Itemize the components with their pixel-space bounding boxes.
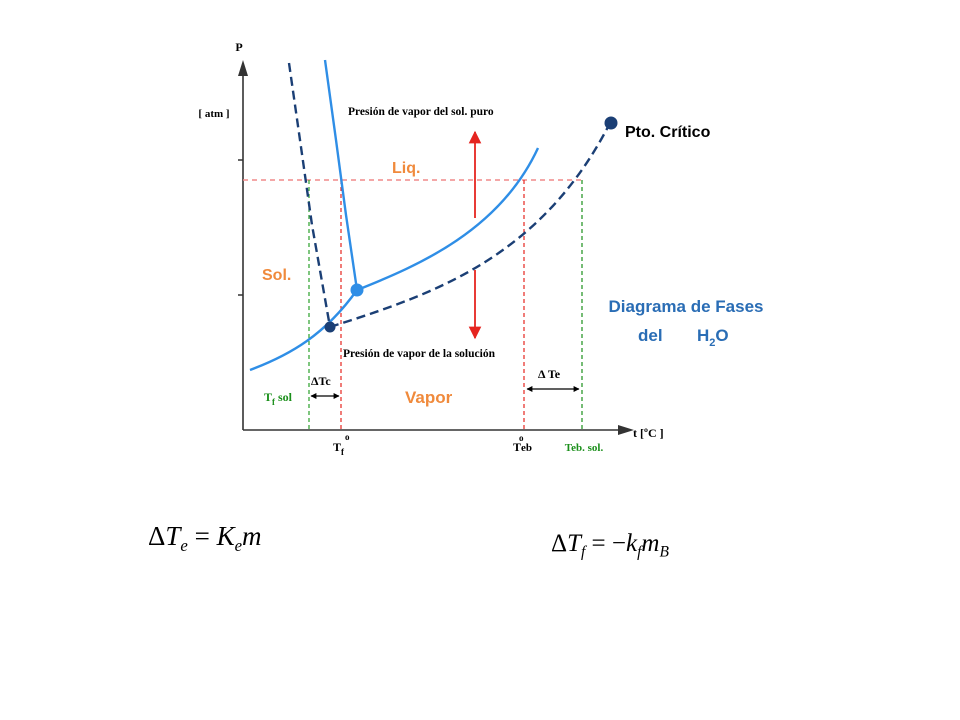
- diagram-title-line1: Diagrama de Fases: [609, 297, 764, 316]
- liquid-region-label: Liq.: [392, 160, 420, 177]
- vapor-region-label: Vapor: [405, 388, 453, 407]
- freezing-point-equation: ΔTf = −kfmB: [551, 530, 669, 561]
- tf-sol-label: Tf sol: [264, 390, 293, 407]
- teb-pure-tick: Teb: [513, 440, 532, 454]
- critical-point: [604, 116, 618, 130]
- delta-tc-label: ΔTc: [311, 374, 331, 388]
- tf-pure-tick: Tf: [333, 440, 345, 457]
- critical-point-label: Pto. Crítico: [625, 124, 711, 141]
- pure-fusion-curve: [323, 59, 359, 291]
- pure-triple-point: [350, 283, 364, 297]
- delta-te-label: Δ Te: [538, 367, 561, 381]
- y-axis-label: P: [235, 40, 242, 54]
- solution-vapor-curve: [329, 122, 612, 329]
- teb-pure-tick-sup: o: [519, 433, 524, 443]
- teb-sol-tick: Teb. sol.: [565, 442, 604, 454]
- boiling-point-equation: ΔTe = Kem: [148, 521, 262, 555]
- solution-triple-point: [324, 321, 336, 333]
- pure-sublimation-curve: [249, 289, 358, 372]
- pure-vapor-pressure-label: Presión de vapor del sol. puro: [348, 106, 494, 118]
- y-axis-arrow: [238, 60, 248, 76]
- x-axis-arrow: [618, 425, 634, 435]
- diagram-title-line2: del H2O: [638, 326, 729, 349]
- solid-region-label: Sol.: [262, 267, 291, 284]
- solution-vapor-pressure-label: Presión de vapor de la solución: [343, 348, 496, 360]
- tf-pure-tick-sup: o: [345, 432, 350, 442]
- solution-fusion-curve: [287, 62, 332, 328]
- x-axis-label: t [ºC ]: [633, 426, 664, 440]
- pure-vapor-curve: [356, 147, 540, 292]
- y-axis-unit: [ atm ]: [198, 108, 229, 120]
